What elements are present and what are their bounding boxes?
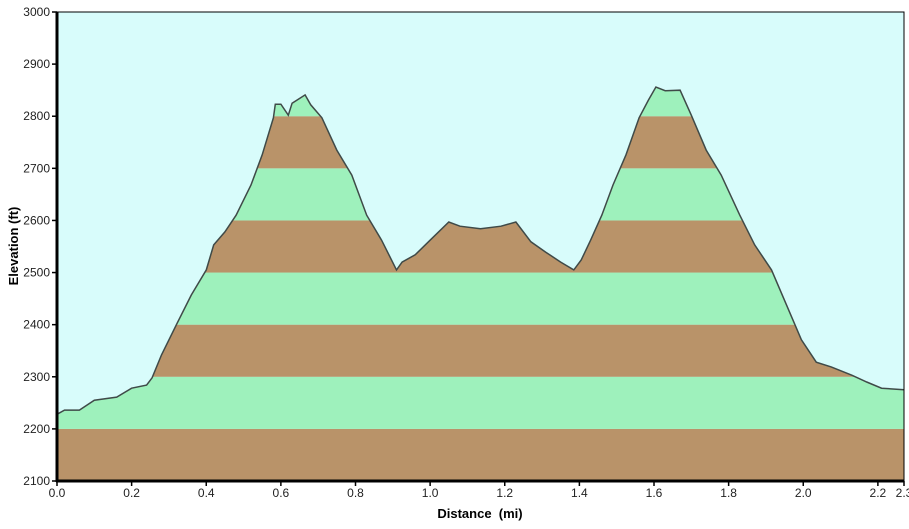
x-tick-label: 1.2 — [496, 486, 513, 500]
x-tick-label: 2.0 — [795, 486, 812, 500]
x-tick-label: 0.2 — [123, 486, 140, 500]
elevation-profile-line — [56, 86, 905, 415]
x-axis-label: Distance (mi) — [437, 506, 522, 521]
y-tick-label: 2900 — [23, 57, 50, 71]
elevation-band — [57, 428, 904, 481]
x-tick-label: 1.4 — [571, 486, 588, 500]
y-tick-label: 2600 — [23, 213, 50, 227]
y-tick-label: 2700 — [23, 161, 50, 175]
y-tick-label: 2200 — [23, 422, 50, 436]
x-tick-label: 1.8 — [720, 486, 737, 500]
x-ticks: 0.0 0.2 0.4 0.6 0.8 1.0 1.2 1.4 1.6 1.8 2.0 2.2 2.3 — [49, 481, 909, 500]
y-tick-label: 2300 — [23, 370, 50, 384]
elevation-band — [57, 324, 904, 377]
y-tick-label: 3000 — [23, 5, 50, 19]
elevation-band — [57, 376, 904, 429]
x-tick-label: 2.3 — [896, 486, 909, 500]
y-tick-label: 2400 — [23, 318, 50, 332]
y-axis-label: Elevation (ft) — [6, 207, 21, 286]
x-tick-label: 1.0 — [422, 486, 439, 500]
x-tick-label: 0.4 — [198, 486, 215, 500]
x-tick-label: 0.8 — [347, 486, 364, 500]
x-tick-label: 0.0 — [49, 486, 66, 500]
y-tick-label: 2500 — [23, 266, 50, 280]
y-tick-label: 2800 — [23, 109, 50, 123]
x-tick-label: 0.6 — [273, 486, 290, 500]
x-tick-label: 2.2 — [870, 486, 887, 500]
y-tick-label: 2100 — [23, 474, 50, 488]
x-tick-label: 1.6 — [646, 486, 663, 500]
y-ticks: 2100 2200 2300 2400 2500 2600 2700 2800 2900 3000 — [23, 5, 57, 488]
